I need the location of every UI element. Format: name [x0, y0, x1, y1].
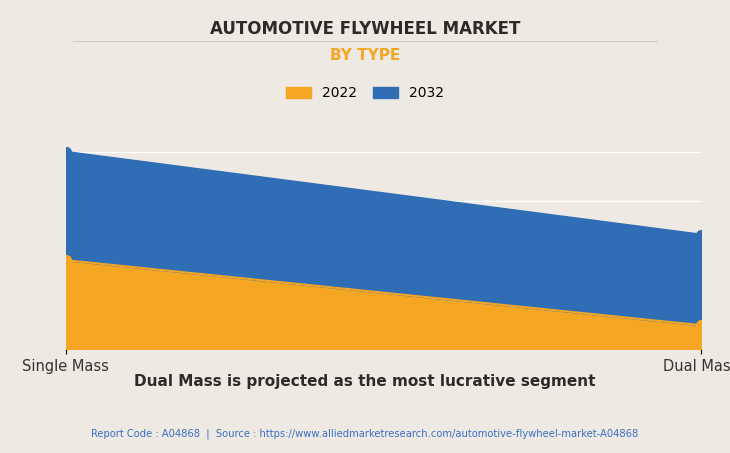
Text: Dual Mass is projected as the most lucrative segment: Dual Mass is projected as the most lucra… [134, 374, 596, 389]
Text: Report Code : A04868  |  Source : https://www.alliedmarketresearch.com/automotiv: Report Code : A04868 | Source : https://… [91, 428, 639, 439]
Text: AUTOMOTIVE FLYWHEEL MARKET: AUTOMOTIVE FLYWHEEL MARKET [210, 20, 520, 39]
Text: BY TYPE: BY TYPE [330, 48, 400, 63]
Legend: 2022, 2032: 2022, 2032 [285, 86, 445, 100]
